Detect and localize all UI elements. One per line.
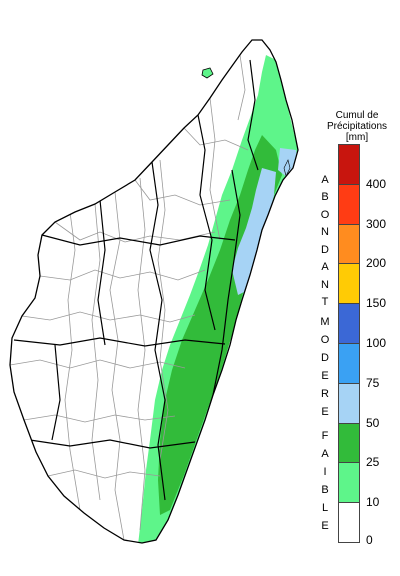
legend-swatch-100 [338, 303, 360, 344]
legend-swatch-0 [338, 502, 360, 543]
legend-category-faible-letter: A [321, 448, 329, 460]
legend-swatch-400 [338, 144, 360, 185]
legend-category-modere-letter: E [321, 406, 329, 418]
legend-category-abondant-letter: D [321, 243, 329, 256]
legend-tick-label: 75 [366, 375, 380, 390]
legend-tick-label: 300 [366, 216, 387, 231]
island-outline [9, 39, 299, 544]
legend-tick-label: 50 [366, 415, 380, 430]
legend-tick-label: 400 [366, 176, 387, 191]
legend-category-faible-letter: I [323, 466, 327, 478]
legend-category-modere-letter: O [320, 334, 330, 346]
legend-category-modere-letter: R [321, 388, 329, 400]
legend-category-abondant-letter: N [321, 278, 329, 291]
legend-title-line: [mm] [345, 132, 369, 143]
legend-tick-label: 25 [366, 455, 380, 470]
legend-category-faible-letter: B [321, 484, 329, 496]
legend-category-modere-letter: D [321, 352, 329, 364]
legend-category-modere-letter: E [321, 370, 329, 382]
sainte-marie-island [283, 159, 291, 177]
legend-title-line: Cumul de [335, 110, 379, 121]
legend-tick-label: 10 [366, 495, 380, 510]
legend-swatch-150 [338, 263, 360, 305]
legend-category-abondant-letter: O [320, 208, 330, 221]
legend-category-abondant-letter: A [321, 261, 329, 274]
legend-category-modere-letter: M [320, 316, 330, 328]
legend-category-faible-letter: L [321, 502, 329, 514]
legend-category-abondant-letter: T [321, 296, 329, 308]
legend-swatch-300 [338, 183, 360, 225]
legend-swatch-25 [338, 422, 360, 464]
island-base [10, 40, 298, 543]
legend-category-abondant-letter: B [321, 191, 329, 204]
legend-title-line: Précipitations [326, 121, 388, 132]
legend-swatch-75 [338, 343, 360, 384]
legend-category-faible-letter: F [321, 430, 329, 442]
legend-tick-label: 100 [366, 336, 387, 350]
legend-category-faible-letter: E [321, 520, 329, 532]
nosy-be-island [201, 67, 214, 79]
legend-tick-label: 0 [366, 533, 373, 547]
legend-category-abondant-letter: N [321, 226, 329, 239]
rain-zone-50-75-central [232, 168, 276, 295]
legend-category-abondant-letter: A [321, 174, 329, 186]
legend-tick-label: 150 [366, 296, 387, 311]
legend-tick-label: 200 [366, 256, 387, 271]
legend-swatch-50 [338, 382, 360, 424]
legend-swatch-10 [338, 462, 360, 504]
legend-swatch-200 [338, 223, 360, 265]
region-boundaries [13, 59, 259, 501]
